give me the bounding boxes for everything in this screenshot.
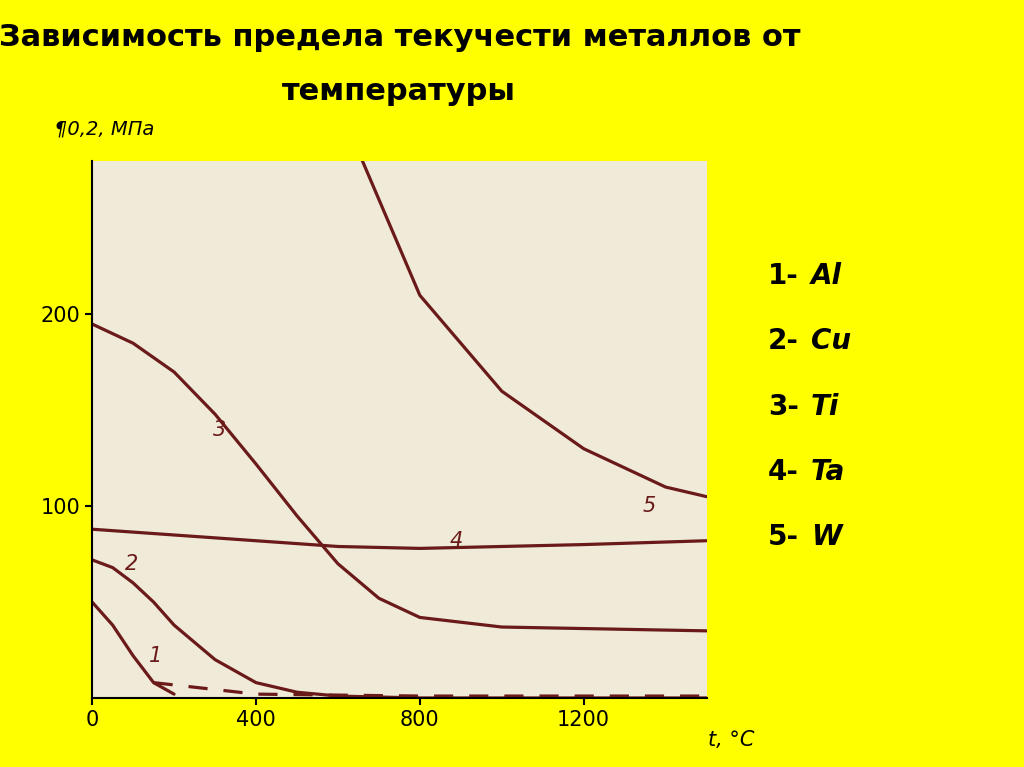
Text: Зависимость предела текучести металлов от: Зависимость предела текучести металлов о… <box>0 23 800 52</box>
Text: Cu: Cu <box>811 328 851 355</box>
Text: W: W <box>811 523 842 551</box>
Text: 2: 2 <box>125 554 137 574</box>
Text: Ta: Ta <box>811 458 846 486</box>
Text: 4: 4 <box>451 531 463 551</box>
Text: 1: 1 <box>150 646 162 666</box>
Text: температуры: температуры <box>283 77 516 106</box>
Text: 4-: 4- <box>768 458 799 486</box>
Text: 3: 3 <box>213 420 225 439</box>
Text: Ti: Ti <box>811 393 840 420</box>
Text: 1-: 1- <box>768 262 799 290</box>
Text: 5: 5 <box>643 496 655 516</box>
Text: ¶0,2, МПа: ¶0,2, МПа <box>55 120 155 138</box>
Text: Al: Al <box>811 262 842 290</box>
Text: t, °C: t, °C <box>708 730 755 750</box>
Text: 5-: 5- <box>768 523 799 551</box>
Text: 3-: 3- <box>768 393 799 420</box>
Text: 2-: 2- <box>768 328 799 355</box>
